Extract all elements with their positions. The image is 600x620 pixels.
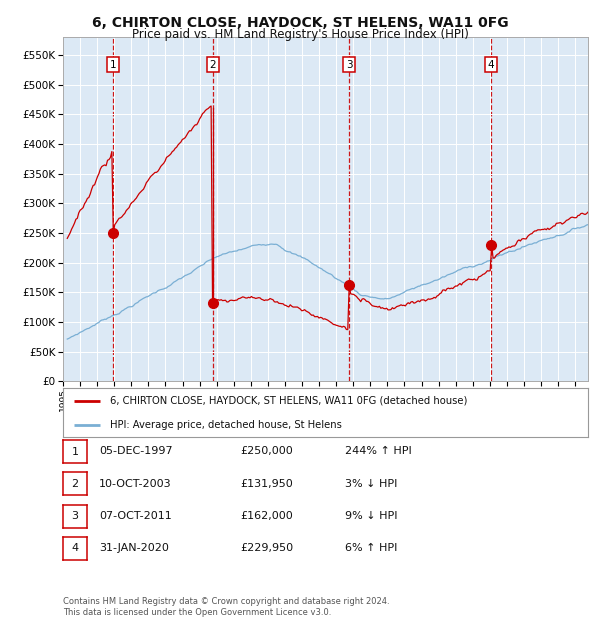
Text: £131,950: £131,950 xyxy=(240,479,293,489)
Text: 6, CHIRTON CLOSE, HAYDOCK, ST HELENS, WA11 0FG (detached house): 6, CHIRTON CLOSE, HAYDOCK, ST HELENS, WA… xyxy=(110,396,467,406)
Text: 10-OCT-2003: 10-OCT-2003 xyxy=(99,479,172,489)
Text: 1: 1 xyxy=(110,60,116,70)
Text: 6, CHIRTON CLOSE, HAYDOCK, ST HELENS, WA11 0FG: 6, CHIRTON CLOSE, HAYDOCK, ST HELENS, WA… xyxy=(92,16,508,30)
Text: £229,950: £229,950 xyxy=(240,543,293,553)
Text: 6% ↑ HPI: 6% ↑ HPI xyxy=(345,543,397,553)
Text: 2: 2 xyxy=(209,60,216,70)
Text: 07-OCT-2011: 07-OCT-2011 xyxy=(99,511,172,521)
Text: £162,000: £162,000 xyxy=(240,511,293,521)
Text: HPI: Average price, detached house, St Helens: HPI: Average price, detached house, St H… xyxy=(110,420,342,430)
Text: 9% ↓ HPI: 9% ↓ HPI xyxy=(345,511,398,521)
Text: 3% ↓ HPI: 3% ↓ HPI xyxy=(345,479,397,489)
Text: 3: 3 xyxy=(346,60,353,70)
Text: 1: 1 xyxy=(71,446,79,456)
Text: 2: 2 xyxy=(71,479,79,489)
Text: Contains HM Land Registry data © Crown copyright and database right 2024.
This d: Contains HM Land Registry data © Crown c… xyxy=(63,598,389,617)
Text: 05-DEC-1997: 05-DEC-1997 xyxy=(99,446,173,456)
Text: 244% ↑ HPI: 244% ↑ HPI xyxy=(345,446,412,456)
Text: 31-JAN-2020: 31-JAN-2020 xyxy=(99,543,169,553)
Text: £250,000: £250,000 xyxy=(240,446,293,456)
Text: Price paid vs. HM Land Registry's House Price Index (HPI): Price paid vs. HM Land Registry's House … xyxy=(131,28,469,41)
Text: 4: 4 xyxy=(71,543,79,553)
Text: 3: 3 xyxy=(71,511,79,521)
Text: 4: 4 xyxy=(488,60,494,70)
